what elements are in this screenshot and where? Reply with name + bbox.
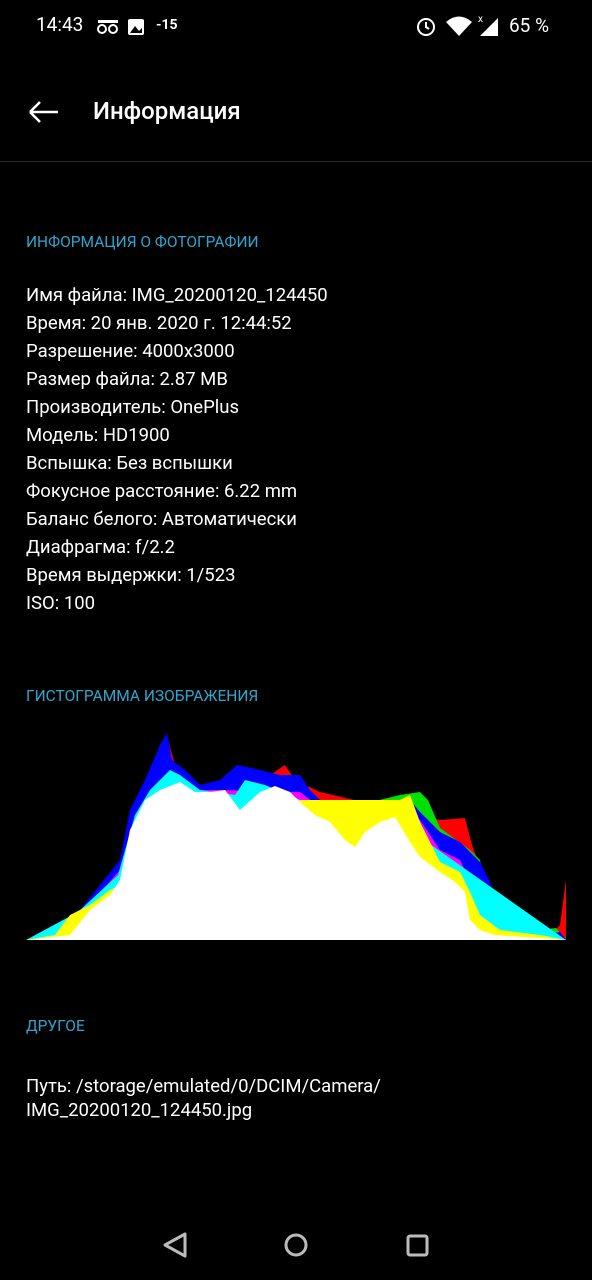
status-icons bbox=[97, 19, 144, 35]
info-row: Вспышка: Без вспышки bbox=[26, 452, 233, 474]
status-temperature: -15 bbox=[156, 17, 178, 33]
nav-recents[interactable] bbox=[406, 1234, 429, 1257]
info-row: Разрешение: 4000x3000 bbox=[26, 340, 235, 362]
status-battery: 65 % bbox=[509, 14, 549, 37]
info-row: Время: 20 янв. 2020 г. 12:44:52 bbox=[26, 312, 292, 334]
status-right-icons: x bbox=[417, 14, 498, 36]
section-title: ИНФОРМАЦИЯ О ФОТОГРАФИИ bbox=[26, 233, 259, 251]
histogram bbox=[26, 733, 566, 940]
section-title: ГИСТОГРАММА ИЗОБРАЖЕНИЯ bbox=[26, 687, 259, 705]
info-row: ISO: 100 bbox=[26, 592, 96, 614]
section-title: ДРУГОЕ bbox=[26, 1017, 85, 1035]
info-row: Производитель: OnePlus bbox=[26, 396, 239, 418]
info-row: Модель: HD1900 bbox=[26, 424, 170, 446]
status-time: 14:43 bbox=[36, 13, 84, 36]
svg-text:x: x bbox=[478, 14, 483, 25]
nav-home[interactable] bbox=[284, 1233, 308, 1257]
info-row: Диафрагма: f/2.2 bbox=[26, 536, 175, 558]
divider bbox=[0, 161, 592, 162]
info-row: Время выдержки: 1/523 bbox=[26, 564, 236, 586]
info-row: Фокусное расстояние: 6.22 mm bbox=[26, 480, 298, 502]
header-title: Информация bbox=[93, 97, 241, 125]
path-line: IMG_20200120_124450.jpg bbox=[26, 1099, 253, 1121]
info-row: Баланс белого: Автоматически bbox=[26, 508, 297, 530]
path-line: Путь: /storage/emulated/0/DCIM/Camera/ bbox=[26, 1075, 381, 1097]
info-row: Имя файла: IMG_20200120_124450 bbox=[26, 284, 328, 306]
back-button[interactable] bbox=[26, 98, 62, 126]
nav-back[interactable] bbox=[163, 1232, 187, 1258]
nav-bar bbox=[163, 1232, 429, 1258]
info-row: Размер файла: 2.87 MB bbox=[26, 368, 228, 390]
